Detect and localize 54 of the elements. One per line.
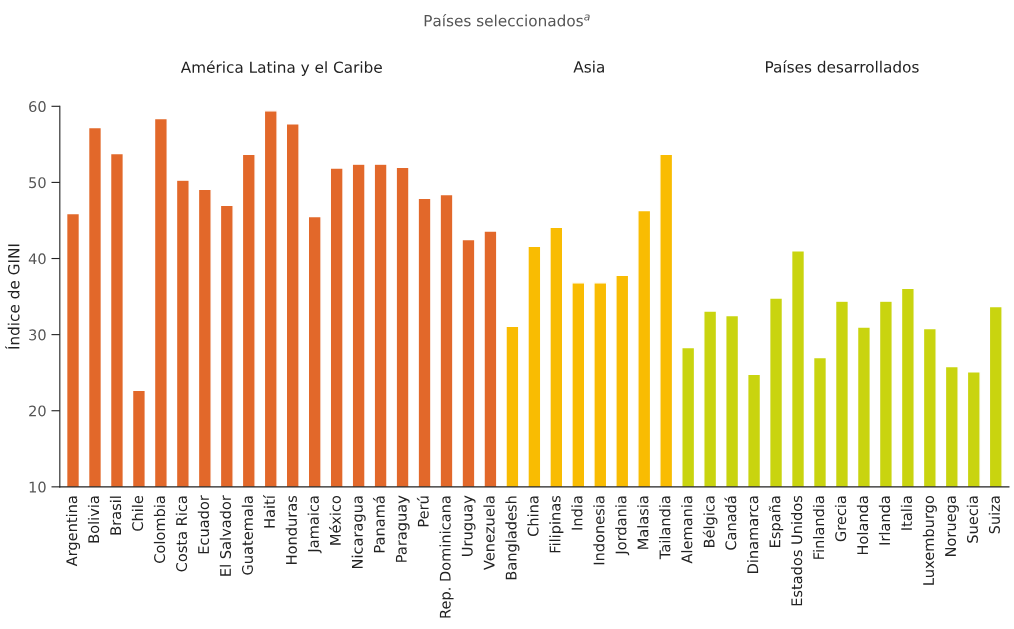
x-tick-label: Suecia (966, 496, 979, 543)
x-tick-label: España (768, 496, 784, 547)
x-tick-label: Malasia (637, 496, 649, 549)
x-tick-label: Indonesia (593, 496, 605, 565)
x-tick-label: Filipinas (549, 495, 564, 553)
y-tick-label: 60 (29, 101, 46, 113)
x-tick-label: China (527, 496, 539, 537)
x-tick-label: Guatemala (241, 496, 253, 575)
x-tick-label: México (329, 495, 341, 545)
x-tick-label: Italia (900, 496, 913, 530)
y-tick-label: 40 (28, 253, 46, 265)
text: Asia (573, 60, 604, 73)
x-tick-label: Luxemburgo (922, 495, 937, 585)
x-tick-label: Colombia (153, 496, 166, 563)
x-tick-label: Perú (416, 496, 429, 527)
x-tick-label: Panamá (372, 496, 385, 553)
y-tick-label: 10 (29, 481, 46, 493)
x-tick-label: Suiza (988, 496, 1000, 534)
x-tick-label: Jordania (615, 496, 630, 556)
x-tick-label: Grecia (834, 496, 847, 542)
x-tick-label: Ecuador (197, 495, 210, 554)
x-tick-label: Nicaragua (351, 496, 366, 569)
x-tick-label: Bangladesh (505, 496, 520, 580)
x-tick-label: Uruguay (461, 495, 476, 556)
x-tick-label: El Salvador (219, 495, 232, 576)
x-tick-label: Irlanda (878, 496, 891, 545)
x-tick-label: Jamaica (307, 496, 322, 554)
x-tick-label: Rep. Dominicana (439, 496, 454, 618)
x-tick-label: Finlandia (812, 496, 825, 559)
x-tick-label: Estados Unidos (790, 495, 803, 606)
y-tick-label: 30 (29, 329, 46, 341)
x-tick-label: Tailandia (659, 496, 671, 560)
text: América Latina y el Caribe (180, 60, 382, 76)
x-tick-label: Dinamarca (747, 496, 759, 573)
chart-title: Países seleccionados$^{a}$ (424, 14, 590, 27)
x-tick-label: Haití (263, 494, 275, 528)
x-tick-label: Chile (131, 495, 144, 531)
x-tick-label: Paraguay (395, 495, 410, 562)
x-tick-label: Noruega (945, 496, 959, 556)
x-tick-label: Costa Rica (175, 496, 188, 572)
x-tick-label: Bélgica (702, 496, 718, 548)
x-tick-label: Alemania (681, 496, 693, 564)
x-tick-label: Bolivia (87, 496, 100, 543)
x-tick-label: Holanda (856, 496, 869, 555)
y-tick-label: 50 (29, 177, 46, 189)
text: Países desarrollados (766, 60, 919, 73)
x-tick-label: India (571, 496, 583, 530)
x-tick-label: Canadá (724, 496, 737, 550)
x-tick-label: Argentina (65, 496, 81, 567)
x-tick-label: Brasil (109, 496, 122, 535)
y-tick-label: 20 (29, 405, 46, 417)
x-tick-label: Venezuela (483, 496, 495, 570)
y-axis-title: Índice de GINI (5, 244, 20, 349)
x-tick-label: Honduras (285, 495, 297, 564)
